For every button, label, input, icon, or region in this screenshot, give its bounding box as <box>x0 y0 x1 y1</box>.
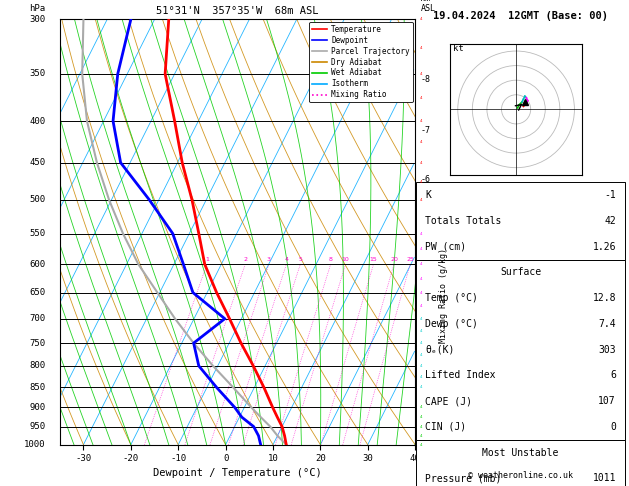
Text: 700: 700 <box>30 314 45 323</box>
Text: 4: 4 <box>420 161 423 165</box>
Text: 0: 0 <box>610 422 616 432</box>
Text: 600: 600 <box>30 260 45 269</box>
Text: 4: 4 <box>420 405 423 410</box>
Legend: Temperature, Dewpoint, Parcel Trajectory, Dry Adiabat, Wet Adiabat, Isotherm, Mi: Temperature, Dewpoint, Parcel Trajectory… <box>309 22 413 102</box>
Text: 4: 4 <box>420 72 423 76</box>
Text: 850: 850 <box>30 383 45 392</box>
Text: km
ASL: km ASL <box>420 0 435 13</box>
Text: 500: 500 <box>30 195 45 205</box>
Bar <box>416 440 625 486</box>
Text: 1000: 1000 <box>24 440 45 449</box>
Text: 4: 4 <box>420 341 423 345</box>
Text: 750: 750 <box>30 339 45 347</box>
Text: 4: 4 <box>420 277 423 281</box>
Text: Surface: Surface <box>500 267 541 278</box>
Text: -1: -1 <box>420 402 430 412</box>
Text: 3: 3 <box>267 257 271 262</box>
Text: -3: -3 <box>420 315 430 324</box>
Text: Most Unstable: Most Unstable <box>482 448 559 458</box>
Text: -4: -4 <box>420 269 430 278</box>
Text: K: K <box>425 190 431 200</box>
Text: Dewp (°C): Dewp (°C) <box>425 319 478 329</box>
Text: 4: 4 <box>420 46 423 50</box>
Text: -5: -5 <box>420 223 430 232</box>
Text: 800: 800 <box>30 362 45 370</box>
Text: kt: kt <box>454 44 464 53</box>
X-axis label: Dewpoint / Temperature (°C): Dewpoint / Temperature (°C) <box>153 468 322 478</box>
Text: 20: 20 <box>390 257 398 262</box>
Text: 25: 25 <box>406 257 414 262</box>
Text: 4: 4 <box>420 231 423 236</box>
Text: 4: 4 <box>420 353 423 357</box>
Text: 1: 1 <box>205 257 209 262</box>
Text: 900: 900 <box>30 403 45 412</box>
Text: 19.04.2024  12GMT (Base: 00): 19.04.2024 12GMT (Base: 00) <box>433 11 608 21</box>
Text: 4: 4 <box>420 415 423 419</box>
Text: 550: 550 <box>30 229 45 238</box>
Text: θₑ(K): θₑ(K) <box>425 345 454 355</box>
Bar <box>416 182 625 260</box>
Title: 51°31'N  357°35'W  68m ASL: 51°31'N 357°35'W 68m ASL <box>156 6 319 16</box>
Text: Mixing Ratio (g/kg): Mixing Ratio (g/kg) <box>439 248 448 343</box>
Text: 4: 4 <box>420 96 423 100</box>
Text: 4: 4 <box>420 329 423 333</box>
Text: 107: 107 <box>598 396 616 406</box>
Text: 950: 950 <box>30 422 45 431</box>
Text: 4: 4 <box>420 198 423 202</box>
Text: 12.8: 12.8 <box>593 293 616 303</box>
Text: 4: 4 <box>420 385 423 389</box>
Text: 4: 4 <box>420 262 423 266</box>
Text: 4: 4 <box>420 434 423 438</box>
Text: 4: 4 <box>420 425 423 429</box>
Text: 4: 4 <box>420 119 423 123</box>
Text: 350: 350 <box>30 69 45 78</box>
Text: Totals Totals: Totals Totals <box>425 216 501 226</box>
Text: 42: 42 <box>604 216 616 226</box>
Text: PW (cm): PW (cm) <box>425 242 466 252</box>
Text: Temp (°C): Temp (°C) <box>425 293 478 303</box>
Text: 4: 4 <box>420 317 423 321</box>
Text: 8: 8 <box>329 257 333 262</box>
Bar <box>416 260 625 440</box>
Text: 4: 4 <box>420 443 423 447</box>
Text: 4: 4 <box>420 140 423 144</box>
Text: 4: 4 <box>420 304 423 308</box>
Text: -8: -8 <box>420 75 430 85</box>
Text: 450: 450 <box>30 158 45 167</box>
Text: 10: 10 <box>342 257 350 262</box>
Text: 300: 300 <box>30 15 45 24</box>
Text: 4: 4 <box>420 364 423 368</box>
Text: 4: 4 <box>420 180 423 184</box>
Text: 400: 400 <box>30 117 45 125</box>
Text: 650: 650 <box>30 288 45 297</box>
Text: 4: 4 <box>420 375 423 379</box>
Text: 4: 4 <box>420 17 423 21</box>
Text: 7.4: 7.4 <box>598 319 616 329</box>
Text: -7: -7 <box>420 126 430 135</box>
Text: -1: -1 <box>604 190 616 200</box>
Text: 4: 4 <box>284 257 289 262</box>
Text: 5: 5 <box>298 257 303 262</box>
Text: © weatheronline.co.uk: © weatheronline.co.uk <box>468 471 573 480</box>
Text: -2: -2 <box>420 359 430 368</box>
Text: 4: 4 <box>420 247 423 251</box>
Text: CIN (J): CIN (J) <box>425 422 466 432</box>
Text: Pressure (mb): Pressure (mb) <box>425 473 501 484</box>
Text: LCL: LCL <box>420 420 435 429</box>
Text: 2: 2 <box>243 257 247 262</box>
Text: 15: 15 <box>370 257 377 262</box>
Text: -6: -6 <box>420 175 430 184</box>
Text: 1.26: 1.26 <box>593 242 616 252</box>
Text: Lifted Index: Lifted Index <box>425 370 496 381</box>
Text: hPa: hPa <box>30 4 45 13</box>
Text: 6: 6 <box>610 370 616 381</box>
Text: 303: 303 <box>598 345 616 355</box>
Text: 4: 4 <box>420 291 423 295</box>
Text: 1011: 1011 <box>593 473 616 484</box>
Text: CAPE (J): CAPE (J) <box>425 396 472 406</box>
